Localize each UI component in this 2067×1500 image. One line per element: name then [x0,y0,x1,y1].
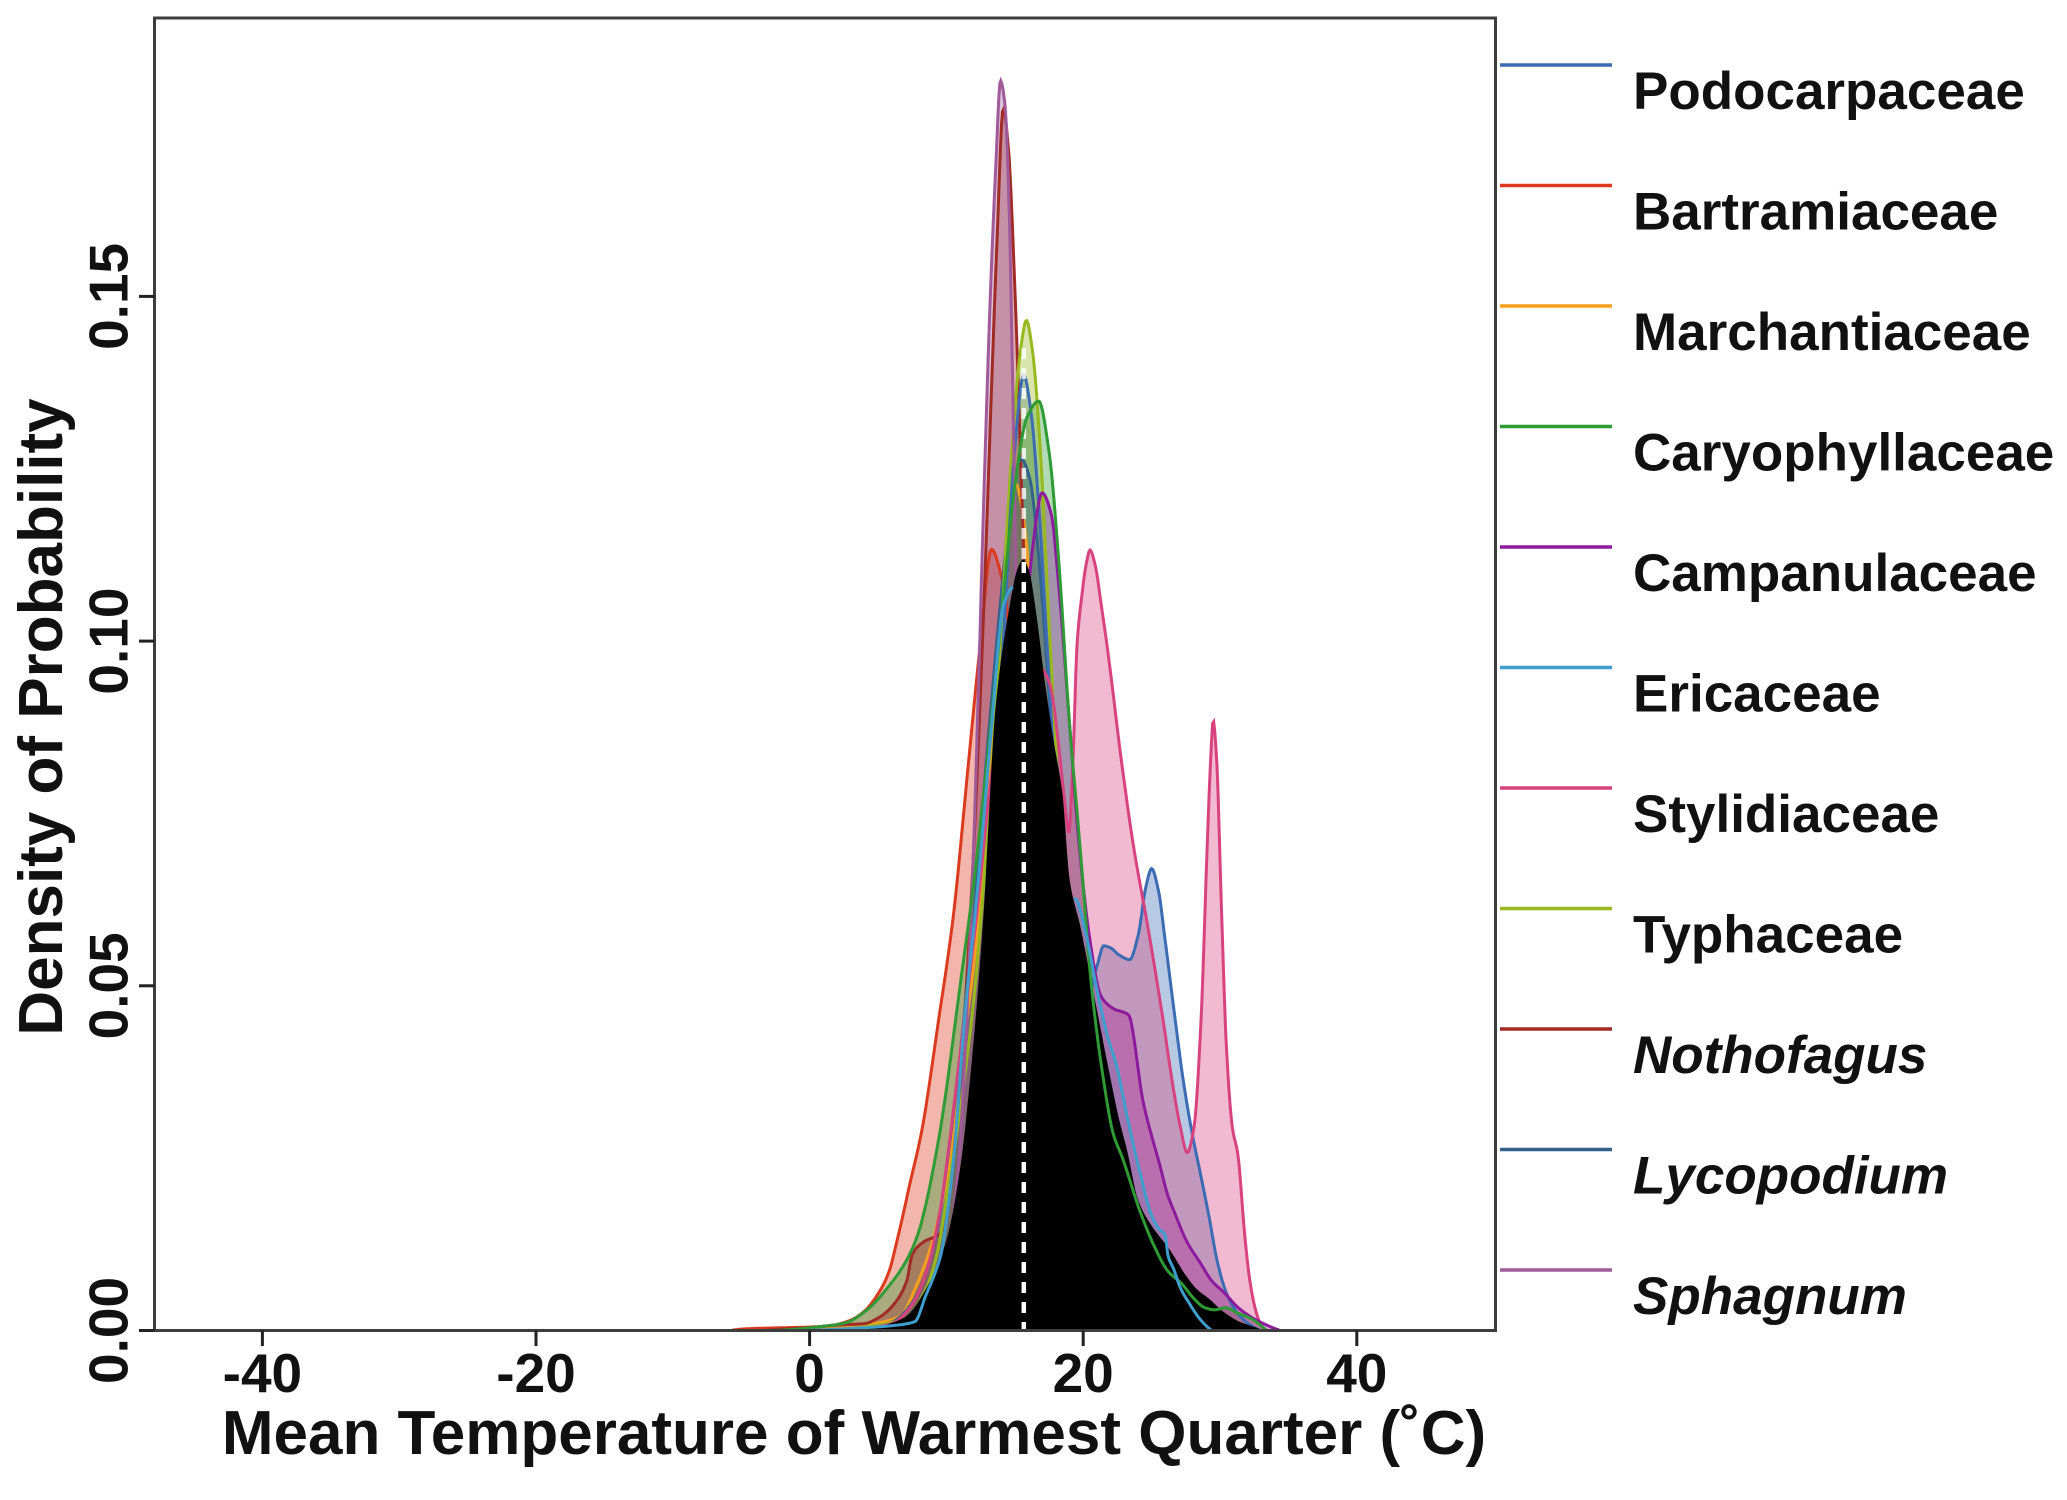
svg-text:0: 0 [794,1342,825,1404]
svg-text:Density of Probability: Density of Probability [7,398,76,1036]
svg-text:Lycopodium: Lycopodium [1633,1147,1948,1206]
svg-text:-40: -40 [223,1342,303,1404]
svg-text:Stylidiaceae: Stylidiaceae [1633,785,1939,844]
svg-text:0.10: 0.10 [78,588,140,695]
svg-text:Campanulaceae: Campanulaceae [1633,544,2037,603]
svg-text:40: 40 [1326,1342,1387,1404]
svg-text:0.00: 0.00 [78,1277,140,1384]
svg-text:Bartramiaceae: Bartramiaceae [1633,183,1998,242]
svg-text:Marchantiaceae: Marchantiaceae [1633,303,2031,362]
svg-text:Typhaceae: Typhaceae [1633,906,1903,965]
svg-text:-20: -20 [496,1342,576,1404]
svg-text:Sphagnum: Sphagnum [1633,1267,1907,1326]
svg-text:Ericaceae: Ericaceae [1633,665,1881,724]
svg-text:0.05: 0.05 [78,932,140,1039]
svg-text:Podocarpaceae: Podocarpaceae [1633,62,2025,121]
svg-text:Nothofagus: Nothofagus [1633,1026,1927,1085]
svg-text:Mean Temperature of Warmest Qu: Mean Temperature of Warmest Quarter (˚C) [222,1399,1486,1468]
svg-text:20: 20 [1053,1342,1114,1404]
svg-text:0.15: 0.15 [78,243,140,350]
svg-text:Caryophyllaceae: Caryophyllaceae [1633,424,2054,483]
